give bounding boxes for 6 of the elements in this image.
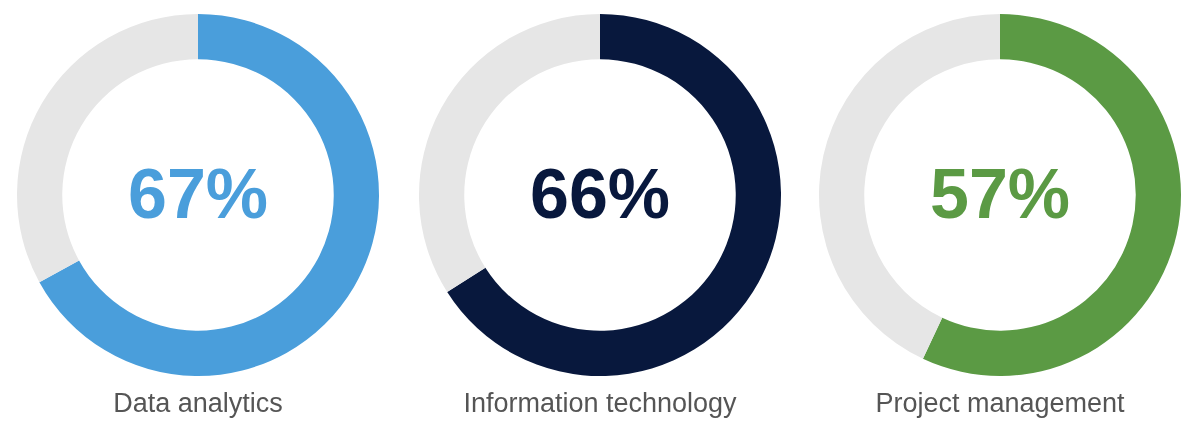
text: Information technology bbox=[462, 388, 738, 419]
text: Project management bbox=[874, 388, 1126, 419]
text: Data analytics bbox=[112, 388, 284, 419]
data-label: 66% bbox=[529, 155, 671, 234]
data-label: 67% bbox=[127, 155, 269, 234]
data-label: 57% bbox=[929, 155, 1071, 234]
